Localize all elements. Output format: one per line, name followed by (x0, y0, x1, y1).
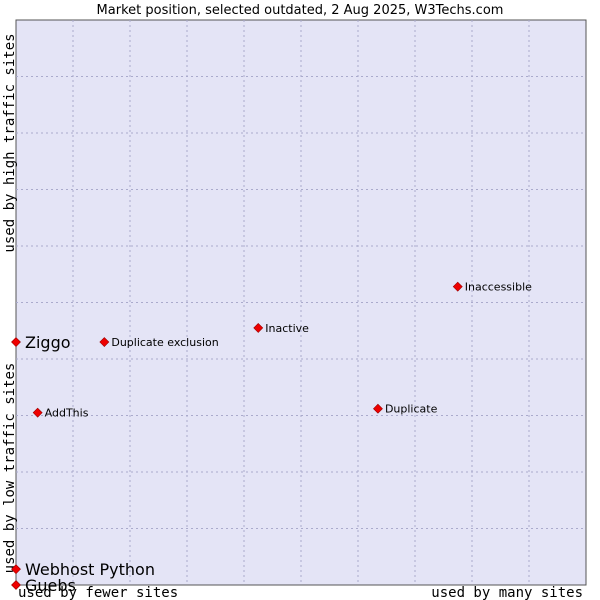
chart-title: Market position, selected outdated, 2 Au… (97, 3, 504, 18)
data-point-marker (452, 281, 463, 292)
data-point-marker (99, 337, 110, 347)
data-point-label: Webhost Python (25, 560, 155, 579)
data-point-label: AddThis (45, 407, 89, 420)
x-axis-label-left: used by fewer sites (18, 585, 178, 600)
data-point-label: Inactive (265, 322, 309, 335)
data-point-label: Inaccessible (465, 281, 532, 294)
data-point-label: Duplicate exclusion (111, 336, 218, 349)
data-point-marker (11, 337, 21, 347)
data-point-marker (373, 403, 383, 414)
y-axis-label-high: used by high traffic sites (2, 33, 18, 252)
data-point-label: Duplicate (385, 403, 438, 416)
data-points: Ziggo Duplicate exclusion Inactive Inaccess… (11, 281, 532, 595)
y-axis-label-low: used by low traffic sites (2, 363, 18, 574)
grid (16, 20, 586, 585)
data-point-marker (11, 580, 21, 590)
x-axis-label-right: used by many sites (431, 585, 583, 600)
data-point-marker (11, 564, 21, 575)
data-point-marker (32, 407, 43, 418)
data-point-label: Ziggo (25, 333, 71, 352)
data-point-label: Guebs (25, 576, 76, 595)
data-point-marker (253, 323, 264, 333)
